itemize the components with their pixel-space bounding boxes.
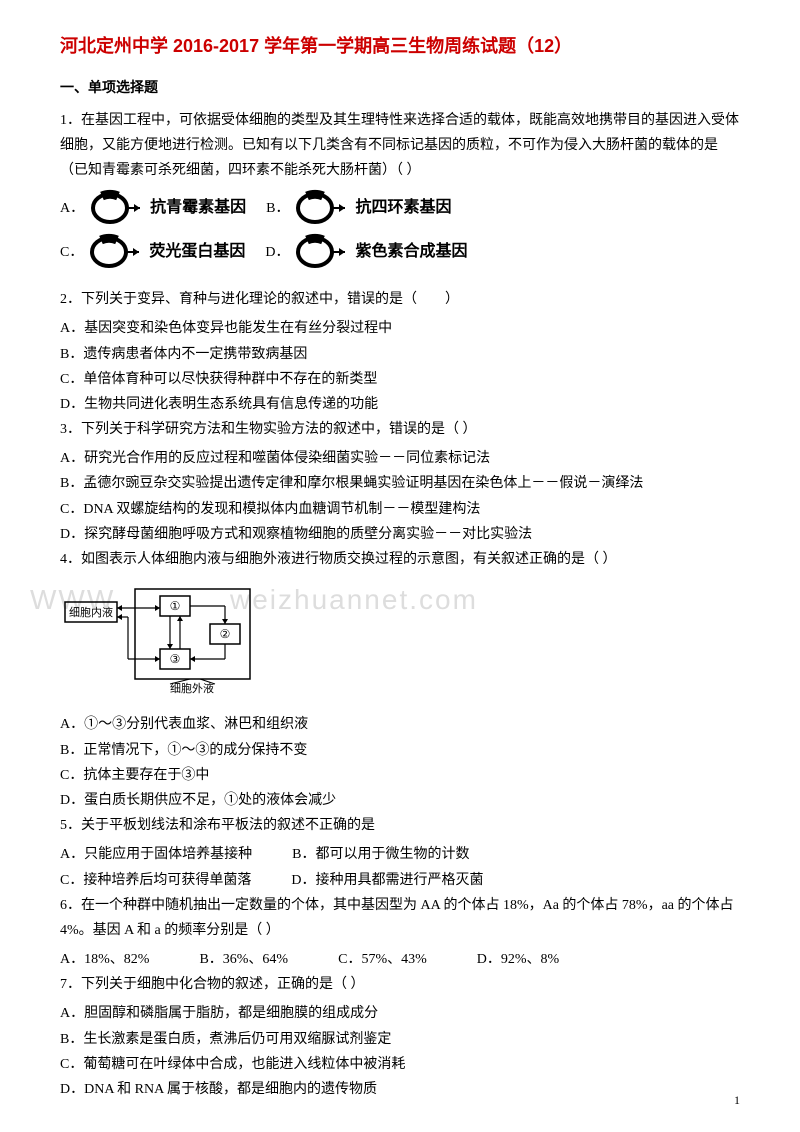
q5-row-cd: C．接种培养后均可获得单菌落 D．接种用具都需进行严格灭菌 [60,868,740,893]
q4-b: B．正常情况下，①～③的成分保持不变 [60,738,740,763]
q7-a: A．胆固醇和磷脂属于脂肪，都是细胞膜的组成成分 [60,1001,740,1026]
q4-c: C．抗体主要存在于③中 [60,763,740,788]
q4-a: A．①～③分别代表血浆、淋巴和组织液 [60,712,740,737]
q5-a: A．只能应用于固体培养基接种 [60,842,252,867]
q5-stem: 5．关于平板划线法和涂布平板法的叙述不正确的是 [60,813,740,838]
q4-stem: 4．如图表示人体细胞内液与细胞外液进行物质交换过程的示意图，有关叙述正确的是（ … [60,547,740,572]
svg-text:细胞内液: 细胞内液 [69,605,113,619]
plasmid-icon-c [87,233,139,271]
q4-diagram: 细胞内液 ① ② ③ 细胞外液 [60,584,260,699]
section-header: 一、单项选择题 [60,76,740,101]
q2-a: A．基因突变和染色体变异也能发生在有丝分裂过程中 [60,316,740,341]
q5-d: D．接种用具都需进行严格灭菌 [291,868,483,893]
q1-label-c: C． [60,240,83,265]
q3-b: B．孟德尔豌豆杂交实验提出遗传定律和摩尔根果蝇实验证明基因在染色体上－－假说－演… [60,471,740,496]
svg-text:①: ① [170,599,181,613]
plasmid-icon-d [293,233,345,271]
q1-label-d: D． [265,240,289,265]
svg-text:细胞外液: 细胞外液 [170,681,214,695]
q3-c: C．DNA 双螺旋结构的发现和模拟体内血糖调节机制－－模型建构法 [60,497,740,522]
q1-gene-b: 抗四环素基因 [355,194,451,223]
q7-c: C．葡萄糖可在叶绿体中合成，也能进入线粒体中被消耗 [60,1052,740,1077]
q3-a: A．研究光合作用的反应过程和噬菌体侵染细菌实验－－同位素标记法 [60,446,740,471]
q1-stem: 1．在基因工程中，可依据受体细胞的类型及其生理特性来选择合适的载体，既能高效地携… [60,108,740,184]
q1-label-a: A． [60,196,84,221]
content-area: 河北定州中学 2016-2017 学年第一学期高三生物周练试题（12） 一、单项… [60,30,740,1102]
q6-b: B．36%、64% [199,947,288,972]
q6-stem: 6．在一个种群中随机抽出一定数量的个体，其中基因型为 AA 的个体占 18%，A… [60,893,740,943]
q7-d: D．DNA 和 RNA 属于核酸，都是细胞内的遗传物质 [60,1077,740,1102]
q7-stem: 7．下列关于细胞中化合物的叙述，正确的是（ ） [60,972,740,997]
q6-d: D．92%、8% [477,947,559,972]
q1-gene-c: 荧光蛋白基因 [149,238,245,267]
svg-text:③: ③ [170,652,181,666]
q5-b: B．都可以用于微生物的计数 [292,842,469,867]
q2-b: B．遗传病患者体内不一定携带致病基因 [60,342,740,367]
exam-title: 河北定州中学 2016-2017 学年第一学期高三生物周练试题（12） [60,30,740,62]
q7-b: B．生长激素是蛋白质，煮沸后仍可用双缩脲试剂鉴定 [60,1027,740,1052]
q4-d: D．蛋白质长期供应不足，①处的液体会减少 [60,788,740,813]
q6-c: C．57%、43% [338,947,427,972]
q1-row-cd: C． 荧光蛋白基因 D． 紫色素合成基因 [60,233,740,271]
plasmid-icon-b [293,189,345,227]
q1-row-ab: A． 抗青霉素基因 B． 抗四环素基因 [60,189,740,227]
q6-a: A．18%、82% [60,947,149,972]
svg-text:②: ② [220,627,231,641]
q3-d: D．探究酵母菌细胞呼吸方式和观察植物细胞的质壁分离实验－－对比实验法 [60,522,740,547]
q2-stem: 2．下列关于变异、育种与进化理论的叙述中，错误的是（ ） [60,287,740,312]
q1-gene-d: 紫色素合成基因 [355,238,467,267]
plasmid-icon-a [88,189,140,227]
q5-row-ab: A．只能应用于固体培养基接种 B．都可以用于微生物的计数 [60,842,740,867]
q3-stem: 3．下列关于科学研究方法和生物实验方法的叙述中，错误的是（ ） [60,417,740,442]
q1-label-b: B． [266,196,289,221]
q5-c: C．接种培养后均可获得单菌落 [60,868,251,893]
q6-options: A．18%、82% B．36%、64% C．57%、43% D．92%、8% [60,947,740,972]
q2-d: D．生物共同进化表明生态系统具有信息传递的功能 [60,392,740,417]
q1-gene-a: 抗青霉素基因 [150,194,246,223]
q2-c: C．单倍体育种可以尽快获得种群中不存在的新类型 [60,367,740,392]
